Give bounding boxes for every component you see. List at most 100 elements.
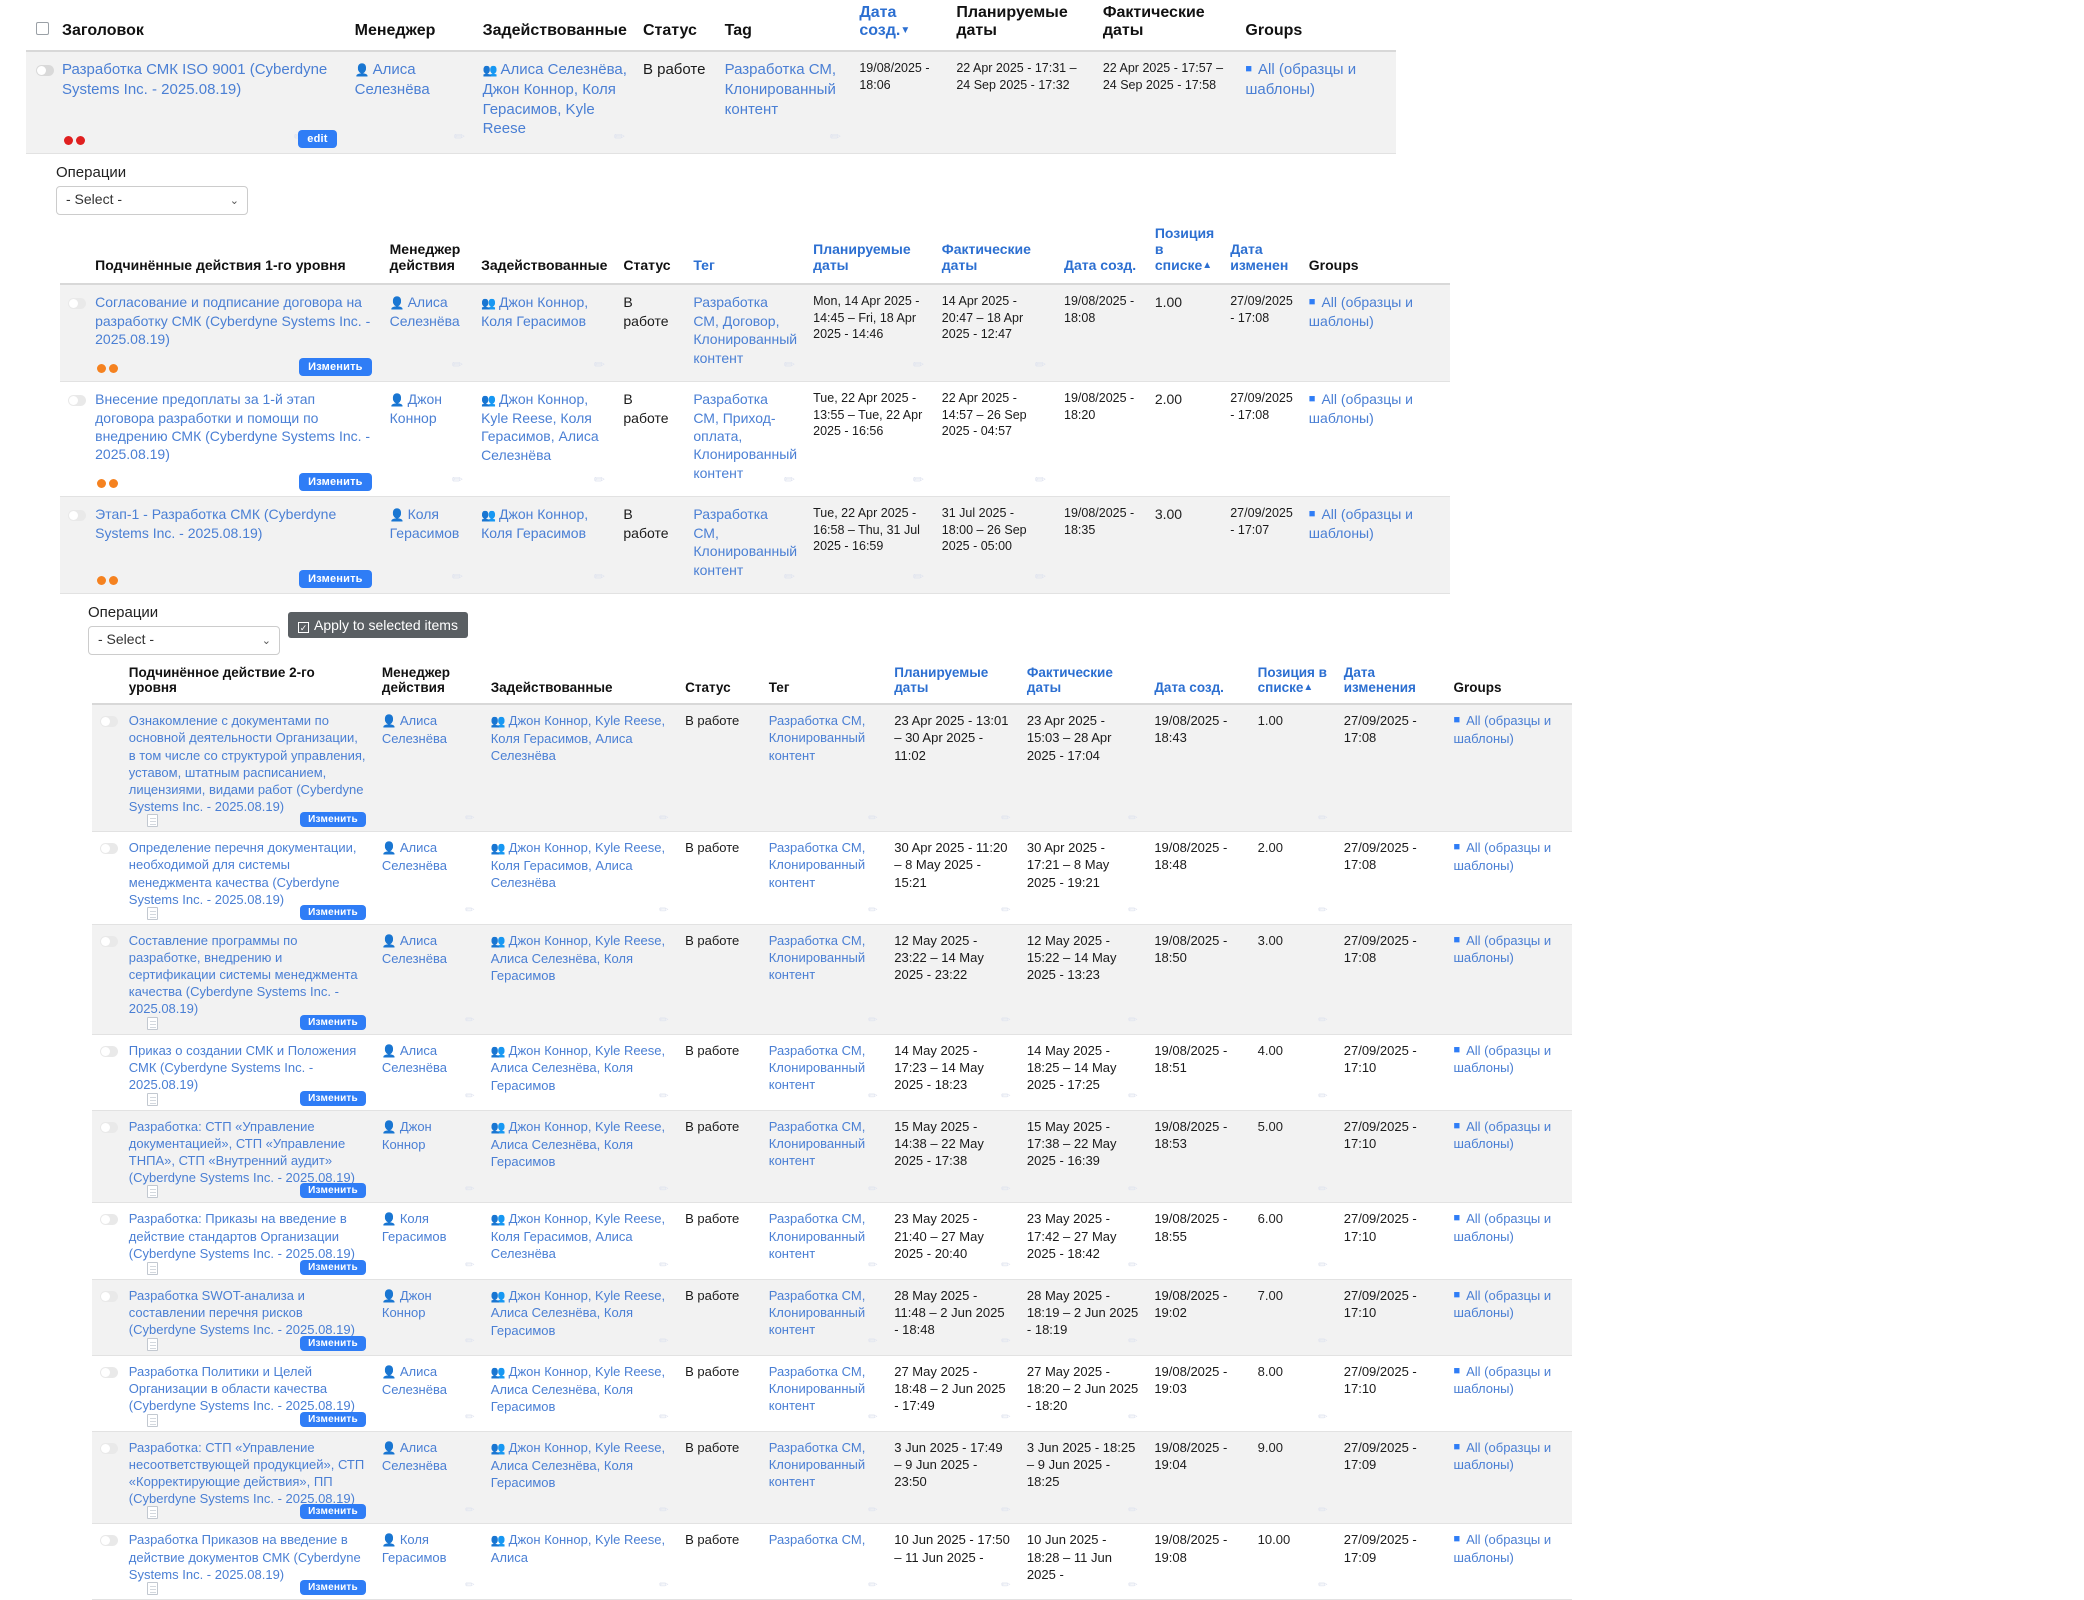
document-icon[interactable] xyxy=(146,1185,158,1199)
cell-manager[interactable]: 👤 Алиса Селезнёва ✎ xyxy=(373,1034,483,1111)
inline-edit-pencil-icon[interactable]: ✎ xyxy=(998,810,1014,826)
involved-links[interactable]: Джон Коннор, Kyle Reese, Алиса xyxy=(490,1532,666,1566)
col-created[interactable]: Дата созд.▼ xyxy=(851,0,949,52)
table-row[interactable]: Разработка: Приказы на введение в действ… xyxy=(92,1202,1572,1280)
document-icon[interactable] xyxy=(146,1092,158,1106)
inline-edit-pencil-icon[interactable]: ✎ xyxy=(1126,1409,1142,1425)
cell-groups[interactable]: ■ All (образцы и шаблоны) xyxy=(1300,496,1450,595)
row-select-cell[interactable] xyxy=(92,1034,121,1111)
involved-links[interactable]: Джон Коннор, Kyle Reese, Коля Герасимов,… xyxy=(490,1211,666,1262)
inline-edit-pencil-icon[interactable]: ✎ xyxy=(1126,1088,1142,1104)
cell-actual[interactable]: 28 May 2025 - 18:19 – 2 Jun 2025 - 18:19… xyxy=(1018,1279,1147,1356)
row-select-toggle[interactable] xyxy=(100,1442,118,1454)
row-select-toggle[interactable] xyxy=(68,298,86,310)
row-select-toggle[interactable] xyxy=(68,395,86,407)
edit-button[interactable]: Изменить xyxy=(300,1335,366,1351)
inline-edit-pencil-icon[interactable]: ✎ xyxy=(590,355,610,374)
cell-groups[interactable]: ■ All (образцы и шаблоны) xyxy=(1300,284,1450,383)
inline-edit-pencil-icon[interactable]: ✎ xyxy=(462,1012,478,1028)
cell-position[interactable]: 3.00 ✎ xyxy=(1249,924,1336,1035)
manager-link[interactable]: Алиса Селезнёва xyxy=(354,61,430,98)
col-planned[interactable]: Планируемые даты xyxy=(948,0,1095,52)
group-link[interactable]: All (образцы и шаблоны) xyxy=(1453,713,1552,746)
cell-actual[interactable]: 27 May 2025 - 18:20 – 2 Jun 2025 - 18:20… xyxy=(1018,1355,1147,1432)
cell-involved[interactable]: 👥 Джон Коннор, Kyle Reese, Алиса Селезнёв… xyxy=(482,924,678,1035)
tag-links[interactable]: Разработка СМ, Клонированный контент xyxy=(768,1363,866,1413)
inline-edit-pencil-icon[interactable]: ✎ xyxy=(826,127,845,146)
inline-edit-pencil-icon[interactable]: ✎ xyxy=(998,1333,1014,1349)
row-title-link[interactable]: Разработка: Приказы на введение в действ… xyxy=(128,1211,355,1261)
col-title[interactable]: Подчинённые действия 1-го уровня xyxy=(87,221,382,286)
edit-button[interactable]: Изменить xyxy=(300,1014,366,1030)
cell-groups[interactable]: ■ All (образцы и шаблоны) xyxy=(1445,1110,1572,1204)
cell-actual[interactable]: 31 Jul 2025 - 18:00 – 26 Sep 2025 - 05:0… xyxy=(933,496,1057,595)
cell-groups[interactable]: ■ All (образцы и шаблоны) xyxy=(1445,1034,1572,1111)
inline-edit-pencil-icon[interactable]: ✎ xyxy=(1315,1577,1331,1593)
group-link[interactable]: All (образцы и шаблоны) xyxy=(1453,932,1552,966)
inline-edit-pencil-icon[interactable]: ✎ xyxy=(656,1333,672,1349)
cell-actual[interactable]: 14 May 2025 - 18:25 – 14 May 2025 - 17:2… xyxy=(1018,1034,1147,1111)
cell-involved[interactable]: 👥 Джон Коннор, Kyle Reese, Коля Герасимов… xyxy=(482,1202,678,1280)
involved-links[interactable]: Джон Коннор, Коля Герасимов xyxy=(481,294,589,330)
row-title-link[interactable]: Ознакомление с документами по основной д… xyxy=(128,713,366,815)
cell-title[interactable]: Разработка СМК ISO 9001 (Cyberdyne Syste… xyxy=(54,51,347,155)
group-link[interactable]: All (образцы и шаблоны) xyxy=(1453,840,1552,873)
row-select-cell[interactable] xyxy=(92,1110,121,1204)
group-link[interactable]: All (образцы и шаблоны) xyxy=(1453,1211,1552,1244)
cell-title[interactable]: Ознакомление с документами по основной д… xyxy=(120,704,374,833)
cell-title[interactable]: Внесение предоплаты за 1-й этап договора… xyxy=(87,381,382,498)
inline-edit-pencil-icon[interactable]: ✎ xyxy=(998,902,1014,918)
group-link[interactable]: All (образцы и шаблоны) xyxy=(1453,1363,1552,1397)
table-row[interactable]: Определение перечня документации, необхо… xyxy=(92,831,1572,925)
edit-button[interactable]: Изменить xyxy=(300,904,366,920)
involved-links[interactable]: Джон Коннор, Kyle Reese, Алиса Селезнёва… xyxy=(490,932,666,983)
col-groups[interactable]: Groups xyxy=(1300,221,1450,286)
inline-edit-pencil-icon[interactable]: ✎ xyxy=(998,1257,1014,1273)
cell-planned[interactable]: Tue, 22 Apr 2025 - 16:58 – Thu, 31 Jul 2… xyxy=(805,496,934,595)
row-select-cell[interactable] xyxy=(26,51,54,155)
group-link[interactable]: All (образцы и шаблоны) xyxy=(1245,61,1357,98)
row-select-toggle[interactable] xyxy=(36,65,54,76)
involved-links[interactable]: Алиса Селезнёва, Джон Коннор, Коля Герас… xyxy=(482,61,627,138)
col-created[interactable]: Дата созд. xyxy=(1146,661,1250,706)
row-select-toggle[interactable] xyxy=(68,510,86,522)
cell-position[interactable]: 1.00 ✎ xyxy=(1249,704,1336,833)
row-title-link[interactable]: Разработка Политики и Целей Организации … xyxy=(128,1363,355,1413)
document-icon[interactable] xyxy=(146,1016,158,1030)
cell-tag[interactable]: Разработка СМ, ✎ xyxy=(760,1523,887,1600)
cell-position[interactable]: 1.00 xyxy=(1146,284,1223,383)
inline-edit-pencil-icon[interactable]: ✎ xyxy=(462,1502,478,1518)
inline-edit-pencil-icon[interactable]: ✎ xyxy=(998,1502,1014,1518)
table-row[interactable]: Разработка Политики и Целей Организации … xyxy=(92,1355,1572,1432)
group-link[interactable]: All (образцы и шаблоны) xyxy=(1453,1532,1552,1565)
col-involved[interactable]: Задействованные xyxy=(474,0,635,52)
cell-title[interactable]: Определение перечня документации, необхо… xyxy=(120,831,374,925)
col-actual[interactable]: Фактические даты xyxy=(1094,0,1238,52)
cell-manager[interactable]: 👤 Алиса Селезнёва ✎ xyxy=(373,1431,483,1525)
inline-edit-pencil-icon[interactable]: ✎ xyxy=(1126,902,1142,918)
cell-planned[interactable]: 10 Jun 2025 - 17:50 – 11 Jun 2025 - ✎ xyxy=(886,1523,1019,1600)
inline-edit-pencil-icon[interactable]: ✎ xyxy=(462,1257,478,1273)
edit-button[interactable]: Изменить xyxy=(300,1504,366,1520)
cell-involved[interactable]: 👥 Джон Коннор, Kyle Reese, Алиса Селезнёв… xyxy=(482,1279,678,1356)
cell-involved[interactable]: 👥 Джон Коннор, Коля Герасимов ✎ xyxy=(473,496,616,595)
cell-title[interactable]: Разработка: СТП «Управление несоответств… xyxy=(120,1431,374,1525)
involved-links[interactable]: Джон Коннор, Kyle Reese, Алиса Селезнёва… xyxy=(490,1042,666,1093)
cell-position[interactable]: 5.00 ✎ xyxy=(1249,1110,1336,1204)
inline-edit-pencil-icon[interactable]: ✎ xyxy=(448,567,467,586)
cell-actual[interactable]: 23 Apr 2025 - 15:03 – 28 Apr 2025 - 17:0… xyxy=(1018,704,1147,833)
inline-edit-pencil-icon[interactable]: ✎ xyxy=(780,567,799,586)
inline-edit-pencil-icon[interactable]: ✎ xyxy=(865,1577,881,1593)
cell-tag[interactable]: Разработка СМ, Клонированный контент ✎ xyxy=(760,831,887,925)
cell-involved[interactable]: 👥 Джон Коннор, Коля Герасимов ✎ xyxy=(473,284,616,383)
col-status[interactable]: Статус xyxy=(615,221,686,286)
cell-title[interactable]: Приказ о создании СМК и Положения СМК (C… xyxy=(120,1034,374,1111)
table-row[interactable]: Согласование и подписание договора на ра… xyxy=(60,284,1450,383)
tag-links[interactable]: Разработка СМ, Договор, Клонированный ко… xyxy=(693,294,798,366)
involved-links[interactable]: Джон Коннор, Kyle Reese, Алиса Селезнёва… xyxy=(490,1363,666,1414)
col-planned[interactable]: Планируемые даты xyxy=(805,221,934,286)
cell-position[interactable]: 2.00 ✎ xyxy=(1249,831,1336,925)
row-select-cell[interactable] xyxy=(92,1431,121,1525)
cell-involved[interactable]: 👥 Джон Коннор, Kyle Reese, Алиса Селезнёв… xyxy=(482,1110,678,1204)
inline-edit-pencil-icon[interactable]: ✎ xyxy=(1126,1577,1142,1593)
